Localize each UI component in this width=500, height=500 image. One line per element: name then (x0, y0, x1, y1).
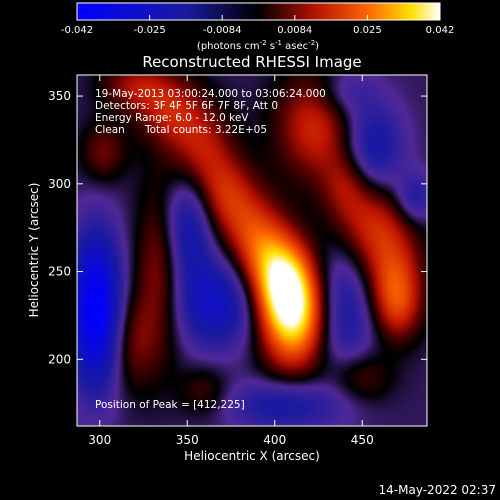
y-tick-label: 350 (48, 89, 71, 103)
colorbar-tick-label: -0.042 (61, 25, 93, 36)
plot-frame (76, 74, 428, 427)
annotation-time: 19-May-2013 03:00:24.000 to 03:06:24.000 (95, 88, 326, 100)
colorbar-ticks: -0.042 -0.025 -0.0084 0.0084 0.025 0.042 (61, 15, 454, 36)
colorbar-tick-label: 0.025 (353, 25, 382, 36)
annotation-method: Clean (95, 124, 125, 136)
colorbar-tick-label: -0.0084 (203, 25, 242, 36)
heatmap-image (77, 75, 427, 426)
x-tick-label: 300 (88, 433, 111, 447)
colorbar-tick-label: -0.025 (133, 25, 165, 36)
x-tick-label: 350 (176, 433, 199, 447)
footer-timestamp: 14-May-2022 02:37 (379, 483, 496, 497)
colorbar-tick-label: 0.0084 (277, 25, 312, 36)
colorbar-tick-label: 0.042 (426, 25, 455, 36)
x-axis: 300 350 400 450 (88, 75, 374, 447)
colorbar: -0.042 -0.025 -0.0084 0.0084 0.025 0.042 (pho… (61, 2, 454, 52)
chart-title: Reconstructed RHESSI Image (142, 53, 361, 71)
y-axis-label: Heliocentric Y (arcsec) (27, 183, 41, 318)
x-tick-label: 450 (351, 433, 374, 447)
annotation-energy: Energy Range: 6.0 - 12.0 keV (95, 112, 249, 124)
y-tick-label: 200 (48, 352, 71, 366)
colorbar-unit-label: (photons cm-2 s-1 asec-2) (197, 39, 319, 52)
y-tick-label: 250 (48, 265, 71, 279)
y-tick-label: 300 (48, 177, 71, 191)
x-tick-label: 400 (263, 433, 286, 447)
colorbar-gradient (76, 2, 441, 21)
x-axis-label: Heliocentric X (arcsec) (184, 449, 320, 463)
annotation-counts: Total counts: 3.22E+05 (144, 124, 267, 136)
annotation-detectors: Detectors: 3F 4F 5F 6F 7F 8F, Att 0 (95, 100, 278, 112)
annotation-peak: Position of Peak = [412,225] (95, 399, 245, 411)
y-axis: 200 250 300 350 (48, 89, 427, 366)
